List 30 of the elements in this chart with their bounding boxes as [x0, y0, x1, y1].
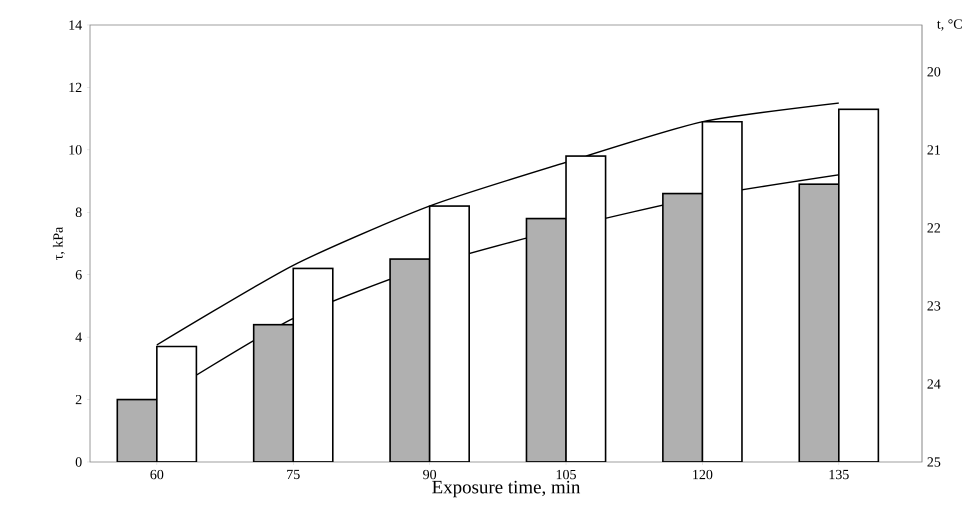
y2-tick-label: 23 [927, 301, 940, 311]
x-axis-title: Exposure time, min [432, 480, 580, 498]
y2-tick-label: 21 [927, 145, 940, 154]
y-axis-title: τ, kPa [52, 226, 65, 260]
y-tick-label: 10 [69, 145, 82, 155]
x-tick-label: 105 [556, 470, 576, 480]
y-tick-label: 14 [69, 20, 82, 30]
y2-tick-label: 24 [927, 379, 941, 389]
x-tick-label: 60 [150, 470, 164, 480]
bar [252, 324, 294, 462]
y-tick-label: 4 [75, 332, 82, 342]
bar [798, 183, 840, 462]
y-tick-label: 6 [76, 270, 82, 280]
bar [662, 192, 704, 462]
x-tick-label: 120 [693, 470, 712, 480]
bar [565, 155, 606, 462]
bar [526, 218, 567, 462]
y-tick-label: 2 [76, 394, 82, 404]
x-tick-label: 135 [830, 470, 849, 480]
x-tick-label: 75 [287, 470, 300, 480]
y2-tick-label: 25 [927, 457, 940, 467]
y-tick-label: 8 [76, 208, 82, 217]
bar [389, 258, 430, 462]
x-tick-label: 90 [423, 470, 436, 480]
y-tick-label: 12 [69, 82, 82, 92]
y-tick-label: 0 [76, 457, 82, 467]
y2-tick-label: 22 [927, 223, 940, 232]
y2-tick-label: 20 [927, 67, 940, 77]
y2-axis-title: t, °C [937, 19, 962, 31]
bar [116, 398, 158, 462]
